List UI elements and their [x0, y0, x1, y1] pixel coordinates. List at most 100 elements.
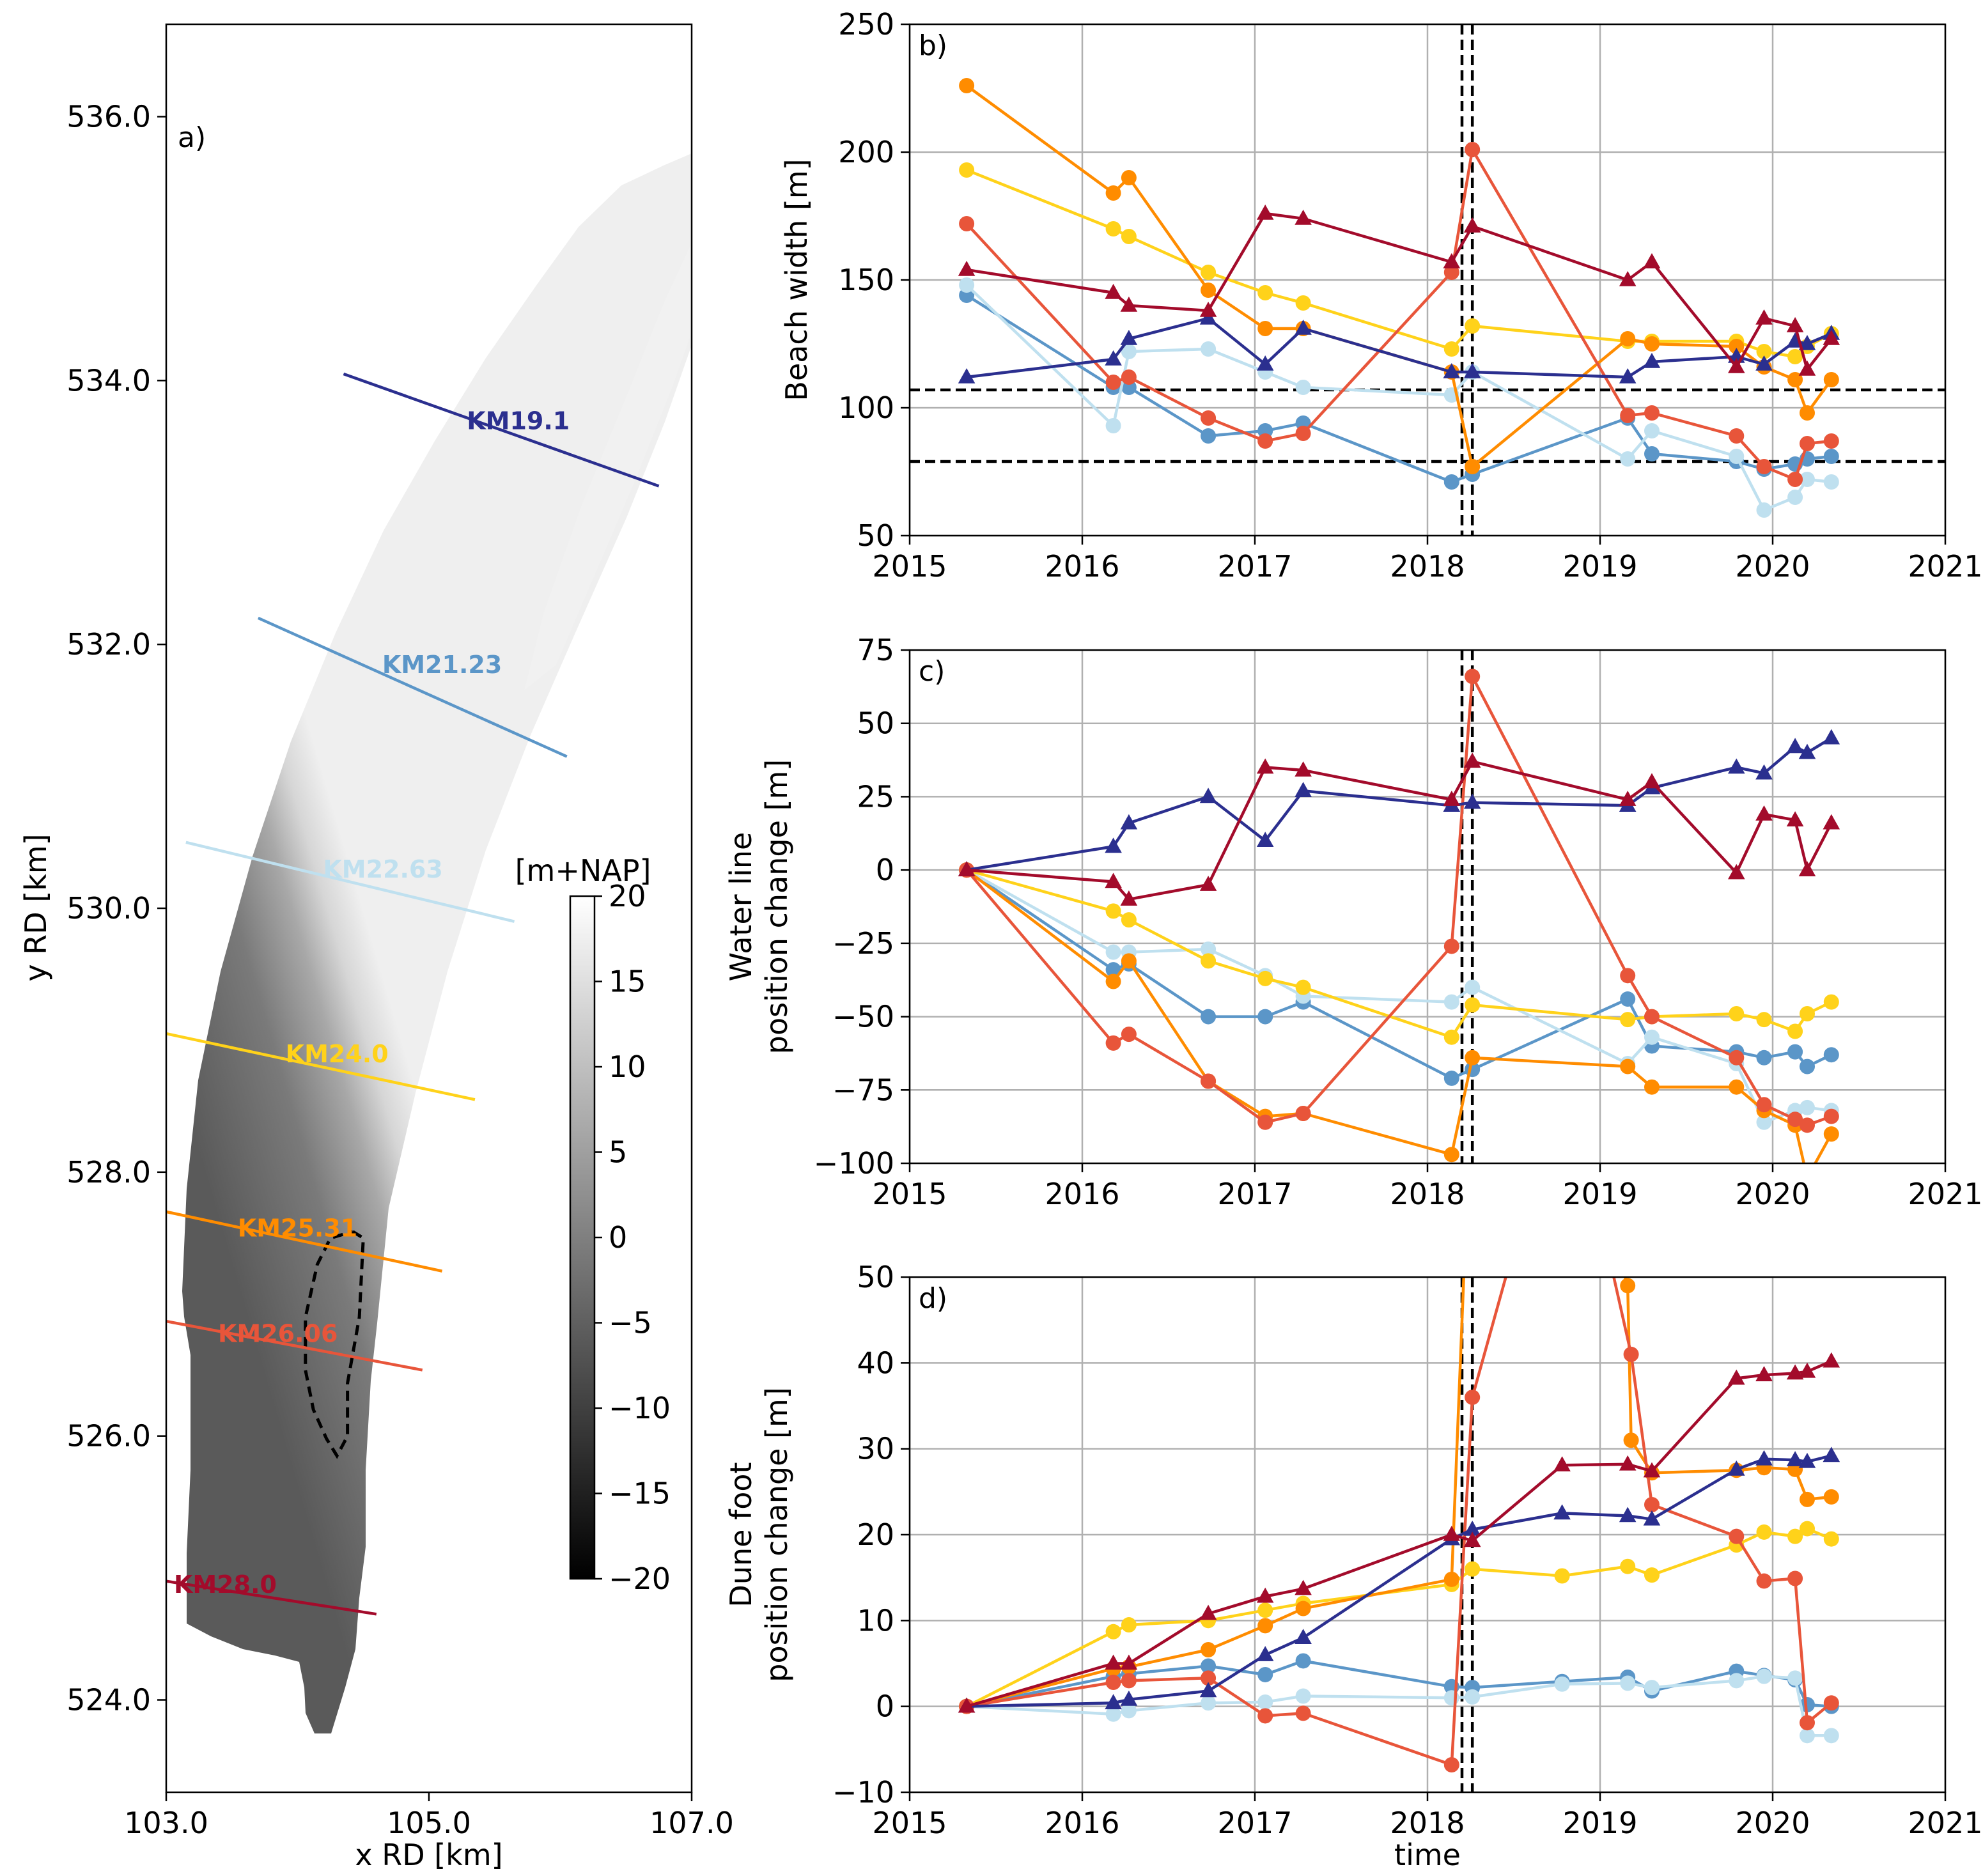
ticks: 2015 2016 2017 2018 2019 2020 2021 −100 −75 −50 −2…	[814, 633, 1983, 1211]
data-point-km22-63	[1121, 1703, 1137, 1719]
colorbar-tick-label: −15	[609, 1477, 671, 1511]
data-point-km19-1	[1120, 330, 1138, 345]
data-point-km28-0	[1463, 752, 1481, 768]
series-line-km19-1	[966, 316, 1832, 379]
data-point-km28-0	[1619, 791, 1637, 806]
data-point-km25-31	[1620, 1058, 1636, 1074]
data-point-km22-63	[1787, 490, 1803, 505]
data-point-km26-06	[1465, 142, 1481, 157]
data-point-km26-06	[1105, 375, 1121, 390]
data-point-km26-06	[1443, 1757, 1459, 1773]
data-point-km25-31	[1465, 1050, 1481, 1066]
data-point-km22-63	[1644, 423, 1660, 438]
xtick-label: 2018	[1390, 1177, 1465, 1211]
xtick-label: 2020	[1735, 1177, 1810, 1211]
ytick-label: 250	[838, 7, 894, 42]
data-point-km28-0	[1643, 253, 1661, 268]
map-ytick-label: 524.0	[66, 1683, 151, 1717]
xtick-label: 2018	[1390, 549, 1465, 584]
xtick-label: 2020	[1735, 1806, 1810, 1840]
data-point-km28-0	[1728, 1369, 1745, 1385]
transect-label-km26-06: KM26.06	[218, 1320, 338, 1348]
data-point-km28-0	[1619, 1455, 1637, 1471]
data-point-km25-31	[1823, 372, 1839, 387]
data-point-km26-06	[1295, 1105, 1311, 1121]
data-point-km24-0	[1465, 1561, 1481, 1577]
data-point-km19-1	[1256, 355, 1274, 371]
data-point-km19-1	[1105, 350, 1122, 366]
xtick-label: 2019	[1562, 1806, 1637, 1840]
data-point-km24-0	[1787, 349, 1803, 364]
data-point-km26-06	[1201, 1670, 1217, 1686]
data-point-km25-31	[1201, 283, 1217, 298]
data-point-km24-0	[1756, 344, 1772, 359]
data-point-km26-06	[1800, 436, 1815, 451]
data-point-km24-0	[1644, 1567, 1660, 1583]
data-point-km28-0	[1199, 302, 1217, 317]
data-point-km19-1	[1755, 764, 1773, 780]
data-point-km26-06	[1800, 1715, 1815, 1731]
reference-lines	[910, 24, 1945, 536]
data-point-km19-1	[1295, 320, 1312, 335]
series-line-km19-1	[967, 1454, 1832, 1708]
data-point-km19-1	[1755, 1450, 1773, 1466]
panel-label: c)	[919, 655, 945, 688]
data-point-km21-23	[1800, 1058, 1815, 1074]
data-point-km21-23	[1443, 474, 1459, 490]
ylabel-line: position change [m]	[759, 1387, 794, 1682]
xlabel: time	[1394, 1838, 1461, 1872]
data-point-km21-23	[1644, 446, 1660, 461]
xtick-label: 2016	[1045, 1177, 1119, 1211]
ticks: 2015 2016 2017 2018 2019 2020 2021 −10 0 10 20 30 40…	[832, 1260, 1983, 1840]
data-point-km19-1	[1463, 363, 1481, 378]
data-point-km26-06	[1644, 1496, 1660, 1512]
data-point-km21-23	[1257, 1009, 1273, 1025]
data-point-km28-0	[958, 261, 976, 276]
data-point-km28-0	[1823, 330, 1840, 345]
data-point-km22-63	[1257, 1694, 1273, 1710]
data-point-km19-1	[1199, 787, 1217, 803]
data-point-km26-06	[1201, 410, 1217, 426]
data-point-km28-0	[1256, 205, 1274, 220]
data-point-km28-0	[1295, 1579, 1312, 1595]
data-point-km24-0	[1105, 1624, 1121, 1640]
series-line-km28-0	[966, 1360, 1832, 1708]
data-point-km22-63	[1756, 1668, 1772, 1684]
data-point-km19-1	[1798, 335, 1816, 350]
colorbar-tick-label: 5	[609, 1135, 627, 1170]
data-point-km24-0	[1465, 318, 1481, 334]
series-line-km22-63	[966, 1675, 1831, 1737]
data-point-km26-06	[1443, 938, 1459, 954]
ylabel-line: Dune foot	[724, 1462, 758, 1607]
data-point-km19-1	[1199, 309, 1217, 325]
data-point-km22-63	[1201, 1695, 1217, 1711]
xtick-label: 2021	[1908, 1177, 1982, 1211]
data-point-km22-63	[1823, 1728, 1839, 1744]
data-point-km26-06	[1620, 408, 1636, 423]
data-point-km19-1	[1786, 1451, 1804, 1466]
data-point-km26-06	[1644, 405, 1660, 421]
data-point-km22-63	[1554, 1676, 1570, 1692]
data-point-km22-63	[1644, 1680, 1660, 1696]
data-point-km19-1	[1823, 1446, 1840, 1462]
data-point-km22-63	[1465, 1689, 1481, 1705]
data-point-km26-06	[1121, 369, 1137, 385]
ytick-label: −100	[814, 1146, 894, 1181]
data-point-km19-1	[1463, 793, 1481, 809]
colorbar-tick-label: 20	[609, 879, 646, 913]
data-point-km25-31	[1443, 1147, 1459, 1163]
data-point-km28-0	[1643, 773, 1661, 789]
data-point-km28-0	[1295, 761, 1312, 777]
data-point-km26-06	[1787, 472, 1803, 487]
map-ylabel: y RD [km]	[19, 833, 53, 981]
data-point-km24-0	[1823, 994, 1839, 1010]
data-point-km28-0	[1728, 358, 1745, 373]
data-point-km22-63	[1756, 1114, 1772, 1130]
data-point-km24-0	[1800, 1005, 1815, 1021]
beach-width-panel: 2015 2016 2017 2018 2019 2020 2021 50 100 150 200 2…	[779, 7, 1983, 584]
data-point-km26-06	[1644, 1009, 1660, 1025]
data-point-km25-31	[1443, 1571, 1459, 1587]
series-line-km24-0	[966, 1527, 1832, 1708]
colorbar-tick-label: −20	[609, 1562, 671, 1596]
